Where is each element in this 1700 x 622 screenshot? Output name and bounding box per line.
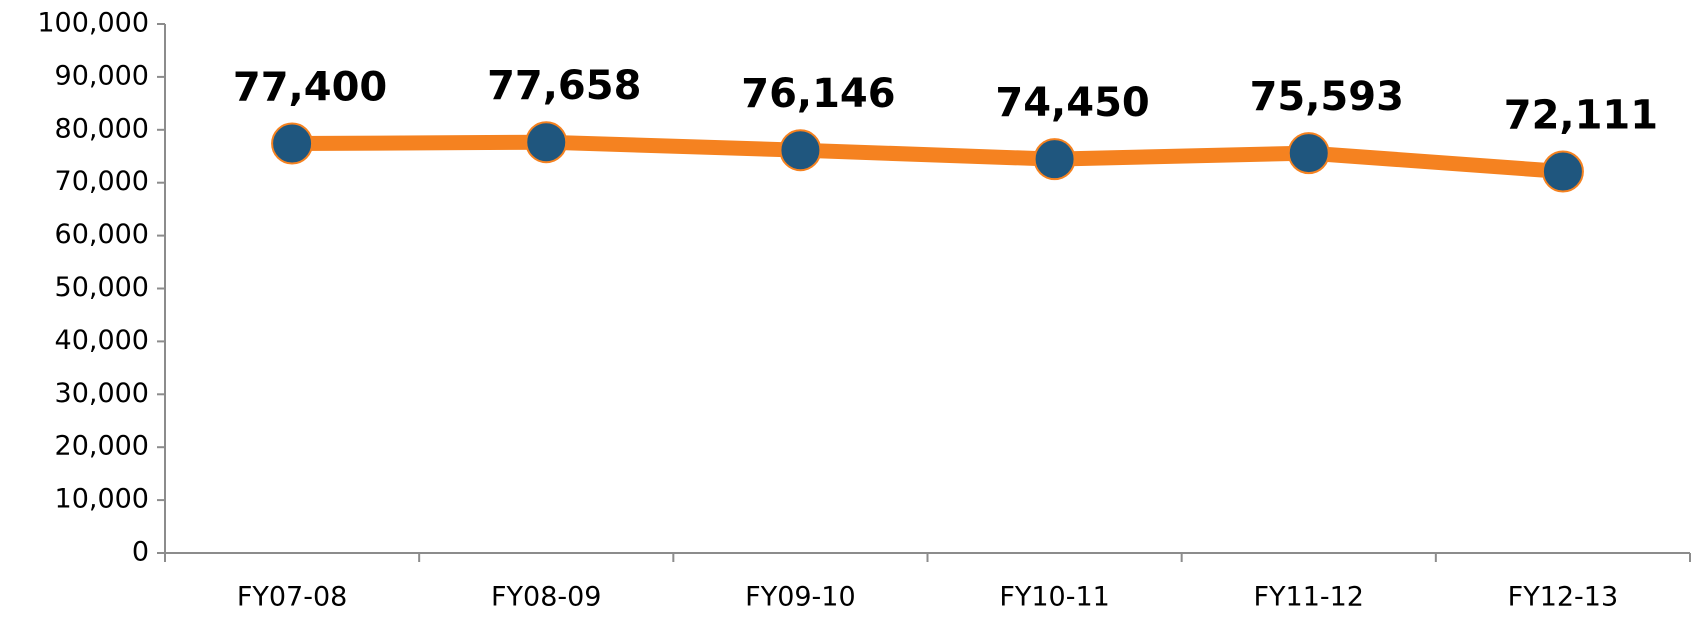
marker (525, 121, 568, 164)
y-tick-label: 100,000 (37, 8, 149, 39)
y-tick-label: 30,000 (55, 378, 149, 409)
y-tick-label: 70,000 (55, 166, 149, 197)
marker (1033, 138, 1076, 181)
data-label: 74,450 (995, 80, 1149, 126)
y-tick-label: 10,000 (55, 484, 149, 515)
x-tick-label: FY11-12 (1254, 582, 1364, 613)
y-tick-label: 60,000 (55, 219, 149, 250)
marker (1541, 150, 1584, 193)
data-label: 77,400 (233, 65, 387, 111)
x-tick-label: FY07-08 (237, 582, 347, 613)
y-tick-label: 80,000 (55, 113, 149, 144)
x-tick-label: FY10-11 (999, 582, 1109, 613)
x-tick-label: FY08-09 (491, 582, 601, 613)
data-label: 75,593 (1250, 74, 1404, 120)
marker (1287, 132, 1330, 175)
y-tick-label: 0 (132, 537, 149, 568)
x-tick-label: FY09-10 (745, 582, 855, 613)
y-tick-label: 50,000 (55, 272, 149, 303)
data-label: 77,658 (487, 63, 641, 109)
x-tick-label: FY12-13 (1508, 582, 1618, 613)
y-tick-label: 20,000 (55, 431, 149, 462)
line (292, 134, 1564, 180)
data-label: 72,111 (1504, 93, 1658, 139)
y-tick-label: 40,000 (55, 325, 149, 356)
y-tick-label: 90,000 (55, 60, 149, 91)
data-label: 76,146 (741, 71, 895, 117)
marker (779, 129, 822, 172)
marker (271, 122, 314, 165)
